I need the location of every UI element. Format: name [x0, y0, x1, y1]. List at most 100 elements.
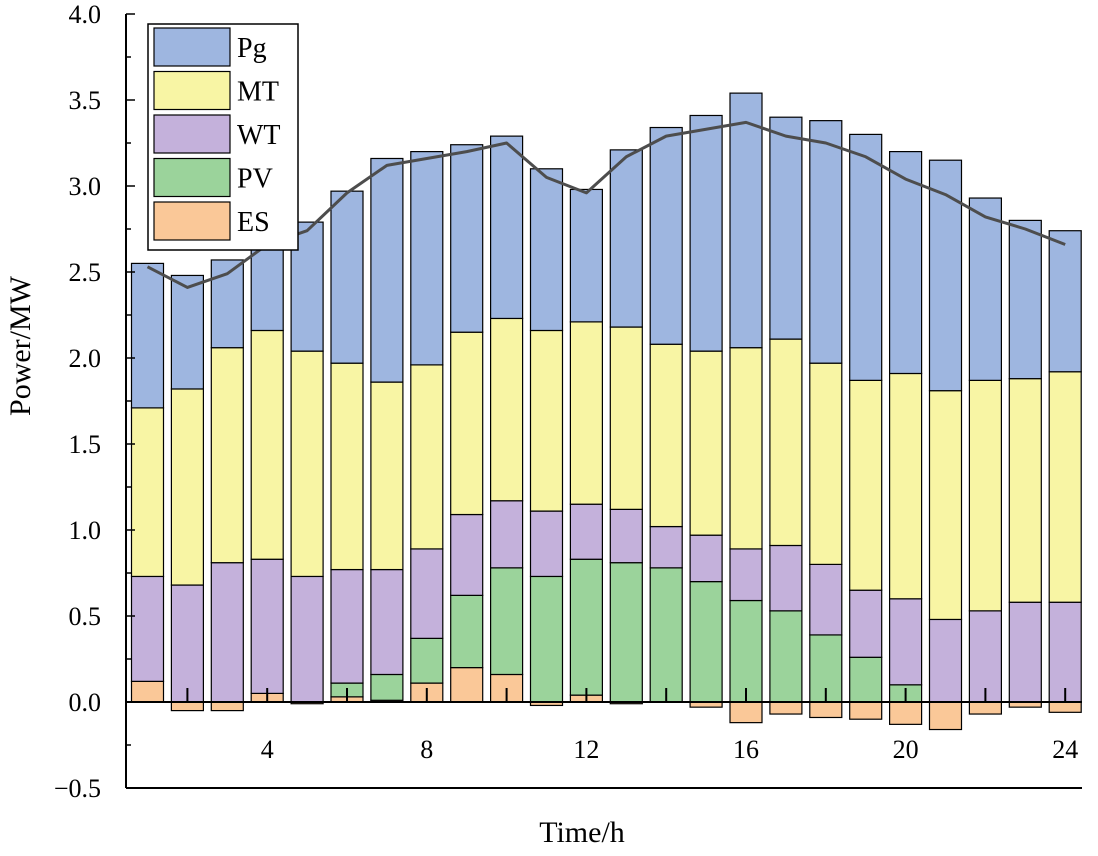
bar-pg-h12: [569, 188, 604, 323]
bar-mt-h10: [490, 317, 524, 502]
bar-es-h20: [888, 701, 923, 725]
bar-pg-h13: [609, 149, 643, 328]
bar-mt-h2: [170, 388, 204, 586]
bar-wt-h24: [1048, 601, 1082, 703]
bar-pv-h9: [450, 594, 484, 669]
bar-mt-h4: [250, 329, 284, 560]
y-tick-label: 3.5: [69, 86, 102, 115]
y-tick-label: 1.5: [69, 430, 102, 459]
bar-pv-h19: [849, 656, 883, 703]
bar-pv-h16: [729, 599, 763, 703]
bar-pg-h15: [689, 114, 723, 352]
bar-wt-h12: [569, 503, 604, 560]
bar-mt-h17: [769, 338, 803, 547]
bar-pg-h10: [490, 135, 524, 320]
bar-mt-h12: [569, 321, 604, 505]
x-axis-title: Time/h: [539, 816, 625, 849]
x-tick-label: 8: [420, 735, 433, 764]
bar-pg-h8: [410, 151, 444, 366]
legend-swatch-pv: [153, 157, 231, 198]
bar-wt-h6: [330, 568, 364, 684]
legend-label-wt: WT: [237, 120, 281, 151]
bar-pg-h6: [330, 190, 364, 364]
y-tick-label: 0.5: [69, 602, 102, 631]
bar-pg-h20: [888, 151, 923, 375]
bar-pg-h7: [370, 157, 404, 383]
bar-mt-h21: [928, 390, 963, 621]
bar-wt-h20: [888, 598, 923, 686]
y-tick-label: 3.0: [69, 172, 102, 201]
bar-mt-h6: [330, 362, 364, 571]
bar-mt-h7: [370, 381, 404, 571]
legend-label-es: ES: [237, 207, 270, 238]
y-tick-label: 1.0: [69, 516, 102, 545]
bar-es-h19: [849, 701, 883, 720]
bar-wt-h23: [1008, 601, 1042, 703]
bar-mt-h1: [130, 407, 165, 578]
legend-label-pg: Pg: [237, 33, 267, 64]
bar-es-h16: [729, 701, 763, 724]
bar-mt-h19: [849, 379, 883, 591]
bar-pv-h10: [490, 567, 524, 676]
bar-pv-h13: [609, 562, 643, 703]
bar-pg-h24: [1048, 230, 1082, 373]
bars-layer: [130, 92, 1082, 731]
bar-pv-h11: [529, 575, 564, 703]
x-tick-label: 20: [893, 735, 919, 764]
bar-pg-h17: [769, 116, 803, 340]
bar-wt-h4: [250, 558, 284, 694]
bar-wt-h5: [290, 575, 324, 703]
bar-pv-h12: [569, 558, 604, 696]
bar-pg-h23: [1008, 219, 1042, 380]
bar-mt-h22: [968, 379, 1003, 612]
bar-pg-h22: [968, 197, 1003, 381]
bar-mt-h15: [689, 350, 723, 536]
y-tick-label: 2.5: [69, 258, 102, 287]
bar-wt-h1: [130, 575, 165, 682]
load-line: [146, 120, 1066, 289]
bar-wt-h13: [609, 508, 643, 564]
legend-label-pv: PV: [237, 164, 273, 195]
x-tick-label: 4: [261, 735, 274, 764]
y-axis-title: Power/MW: [4, 275, 37, 416]
x-tick-label: 24: [1052, 735, 1078, 764]
bar-mt-h18: [809, 362, 843, 566]
bar-pg-h1: [130, 262, 165, 409]
bar-wt-h19: [849, 589, 883, 658]
bar-es-h22: [968, 701, 1003, 715]
y-tick-label: 0.0: [69, 688, 102, 717]
x-tick-label: 12: [573, 735, 599, 764]
bar-wt-h21: [928, 618, 963, 703]
bar-mt-h16: [729, 347, 763, 550]
bar-pv-h17: [769, 610, 803, 703]
bar-pv-h15: [689, 580, 723, 703]
bar-pv-h14: [649, 567, 683, 703]
legend-swatch-pg: [153, 27, 231, 67]
legend-label-mt: MT: [237, 77, 279, 108]
bar-es-h17: [769, 701, 803, 715]
bar-mt-h3: [210, 347, 244, 564]
bar-es-h3: [210, 701, 244, 712]
bar-wt-h14: [649, 525, 683, 569]
legend-swatch-mt: [153, 70, 231, 111]
bar-mt-h14: [649, 343, 683, 528]
y-tick-label: 4.0: [69, 0, 102, 29]
bar-es-h9: [450, 666, 484, 703]
bar-pg-h2: [170, 274, 204, 390]
bar-wt-h9: [450, 513, 484, 596]
legend-swatch-es: [153, 201, 231, 241]
bar-wt-h7: [370, 568, 404, 676]
y-tick-label: 2.0: [69, 344, 102, 373]
bar-pg-h9: [450, 144, 484, 333]
bar-wt-h15: [689, 534, 723, 583]
legend-swatch-wt: [153, 114, 231, 154]
bar-pg-h4: [250, 240, 284, 332]
bar-mt-h5: [290, 350, 324, 578]
bar-es-h2: [170, 701, 204, 712]
bar-pg-h14: [649, 126, 683, 345]
bar-wt-h8: [410, 548, 444, 639]
bar-pg-h16: [729, 92, 763, 349]
bar-mt-h9: [450, 331, 484, 516]
bar-pg-h18: [809, 120, 843, 364]
